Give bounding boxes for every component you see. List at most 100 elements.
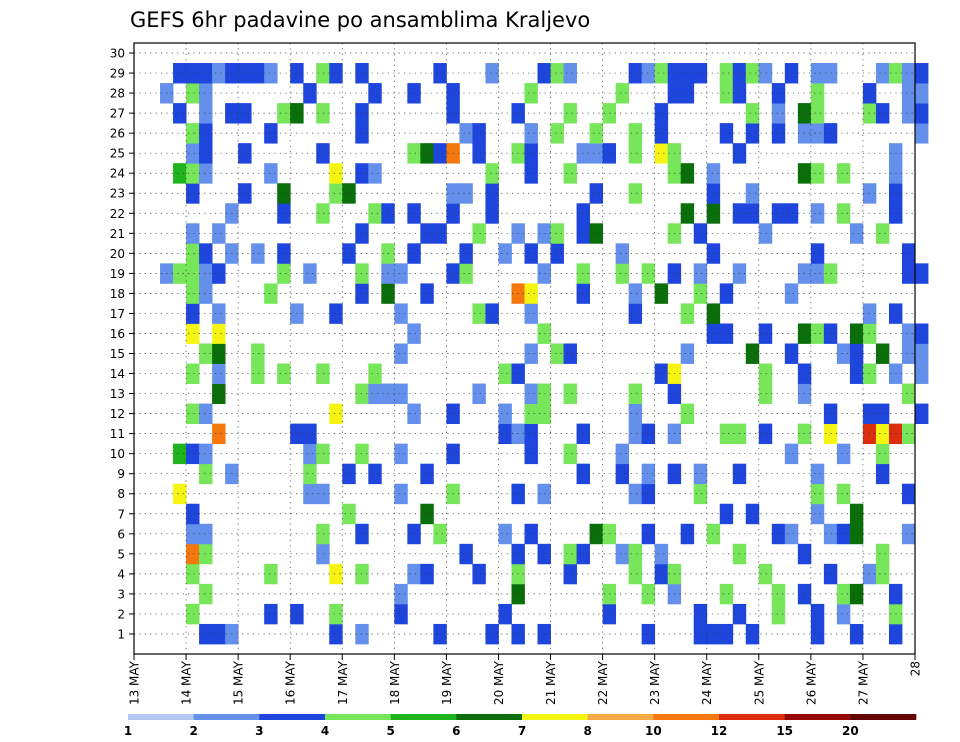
heatmap-cell [901, 383, 916, 404]
heatmap-cell [173, 263, 187, 284]
heatmap-cell [420, 223, 434, 244]
heatmap-cell [875, 543, 890, 565]
heatmap-cell [823, 63, 838, 84]
heatmap-cell [407, 83, 421, 104]
heatmap-cell [563, 63, 577, 84]
colorbar-swatch [850, 714, 917, 720]
heatmap-cell [277, 103, 291, 124]
x-tick-label: 20 MAY [492, 660, 506, 705]
heatmap-cell [915, 343, 929, 364]
heatmap-cell [394, 263, 408, 284]
y-tick-label: 30 [110, 47, 125, 61]
heatmap-cell [433, 63, 447, 84]
heatmap-cell [524, 243, 538, 264]
heatmap-cell [407, 323, 421, 344]
heatmap-cell [706, 303, 721, 324]
heatmap-cell [915, 123, 929, 144]
heatmap-cell [745, 63, 760, 84]
heatmap-cell [186, 223, 200, 244]
heatmap-cell [628, 303, 643, 324]
heatmap-cell [758, 63, 773, 84]
heatmap-cell [680, 403, 695, 425]
heatmap-cell [472, 383, 486, 404]
x-tick-label: 21 MAY [544, 660, 558, 705]
heatmap-cell [316, 63, 330, 84]
heatmap-cell [186, 443, 200, 465]
heatmap-cell [264, 123, 278, 144]
x-tick-label: 28 [909, 661, 923, 676]
heatmap-cell [277, 203, 291, 224]
heatmap-cell [264, 563, 278, 585]
heatmap-cell [654, 123, 669, 144]
heatmap-cell [862, 303, 877, 324]
heatmap-cell [706, 243, 721, 264]
colorbar-label: 2 [189, 724, 197, 738]
heatmap-cell [771, 603, 786, 625]
x-tick-label: 25 MAY [752, 660, 766, 705]
heatmap-cell [849, 623, 864, 645]
heatmap-cell [186, 403, 200, 425]
heatmap-cell [862, 403, 877, 425]
heatmap-cell [238, 103, 252, 124]
heatmap-cell [329, 603, 343, 625]
heatmap-cell [303, 423, 317, 445]
heatmap-cell [407, 203, 421, 224]
heatmap-cell [524, 163, 538, 184]
heatmap-cell [680, 303, 695, 324]
y-tick-label: 13 [110, 387, 125, 401]
heatmap-cell [329, 63, 343, 84]
heatmap-cell [407, 243, 421, 264]
heatmap-cell [316, 523, 330, 545]
y-tick-label: 22 [110, 207, 125, 221]
heatmap-cell [472, 123, 486, 144]
colorbar-swatch [522, 714, 588, 720]
heatmap-cell [901, 423, 916, 445]
heatmap-cell [485, 183, 499, 204]
y-tick-label: 8 [117, 487, 125, 501]
heatmap-cell [316, 543, 330, 565]
heatmap-cell [199, 143, 213, 164]
heatmap-cell [199, 543, 213, 565]
heatmap-cell [693, 283, 708, 304]
heatmap-cell [706, 203, 721, 224]
heatmap-cell [901, 523, 916, 545]
heatmap-cell [186, 263, 200, 284]
heatmap-cell [173, 443, 187, 465]
heatmap-cell [784, 203, 799, 224]
heatmap-cell [654, 543, 669, 565]
heatmap-cell [563, 443, 577, 465]
heatmap-cell [628, 403, 643, 425]
y-tick-label: 20 [110, 247, 125, 261]
heatmap-cell [498, 363, 512, 384]
heatmap-cell [628, 423, 643, 445]
heatmap-cell [758, 383, 773, 404]
y-tick-label: 18 [110, 287, 125, 301]
x-axis: 13 MAY 14 MAY 15 MAY 16 MAY 17 MAY 18 MAY 19 M… [128, 654, 923, 705]
heatmap-cell [628, 483, 643, 505]
heatmap-cell [680, 523, 695, 545]
y-tick-label: 14 [110, 367, 125, 381]
heatmap-cell [745, 623, 760, 645]
y-tick-label: 16 [110, 327, 125, 341]
heatmap-cell [875, 403, 890, 425]
colorbar-label: 12 [711, 724, 728, 738]
heatmap-cell [615, 263, 630, 284]
heatmap-cell [368, 203, 382, 224]
heatmap-cell [563, 163, 577, 184]
heatmap-cell [394, 483, 408, 505]
y-tick-label: 1 [117, 627, 125, 641]
heatmap-cell [849, 503, 864, 525]
heatmap-cell [472, 563, 486, 585]
heatmap-cell [823, 423, 838, 445]
heatmap-cell [394, 583, 408, 605]
heatmap-cell [836, 343, 851, 364]
heatmap-cell [862, 563, 877, 585]
heatmap-cell [485, 203, 499, 224]
heatmap-cell [654, 283, 669, 304]
heatmap-cell [901, 483, 916, 505]
heatmap-cell [693, 463, 708, 485]
heatmap-cell [277, 183, 291, 204]
heatmap-cell [277, 363, 291, 384]
heatmap-cell [836, 203, 851, 224]
x-tick-label: 17 MAY [336, 660, 350, 705]
